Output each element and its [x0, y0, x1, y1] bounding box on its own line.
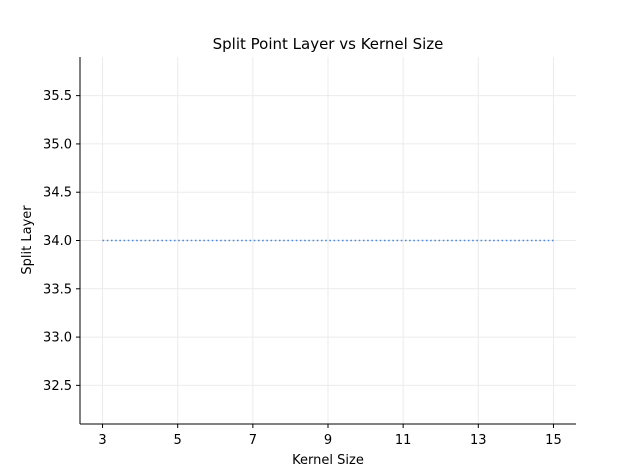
- y-tick-label: 33.5: [43, 282, 72, 297]
- y-tick-label: 32.5: [43, 379, 72, 394]
- x-tick-label: 13: [470, 433, 487, 448]
- x-axis-label: Kernel Size: [292, 453, 364, 468]
- x-tick-label: 11: [395, 433, 412, 448]
- x-tick-label: 15: [545, 433, 562, 448]
- y-axis-ticks: 32.5 33.0 33.5 34.0 34.5 35.0 35.5: [43, 89, 80, 394]
- y-tick-label: 34.5: [43, 186, 72, 201]
- x-axis-ticks: 3 5 7 9 11 13 15: [98, 424, 562, 448]
- y-tick-label: 35.0: [43, 137, 72, 152]
- chart-title: Split Point Layer vs Kernel Size: [213, 35, 444, 53]
- x-tick-label: 7: [249, 433, 257, 448]
- x-tick-label: 3: [98, 433, 106, 448]
- y-tick-label: 35.5: [43, 89, 72, 104]
- y-tick-label: 33.0: [43, 331, 72, 346]
- x-tick-label: 5: [174, 433, 182, 448]
- x-tick-label: 9: [324, 433, 332, 448]
- y-tick-label: 34.0: [43, 234, 72, 249]
- y-axis-label: Split Layer: [20, 205, 35, 275]
